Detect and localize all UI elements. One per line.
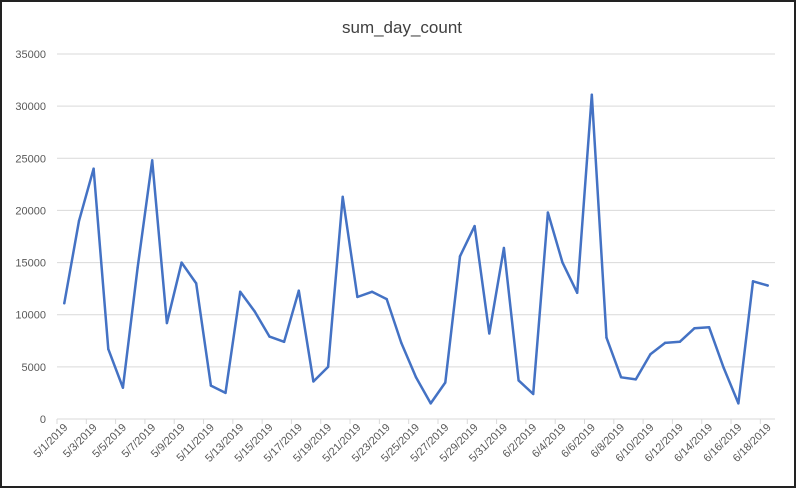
x-axis-tick-labels: 5/1/20195/3/20195/5/20195/7/20195/9/2019… [32, 422, 774, 465]
data-point [356, 295, 359, 299]
data-point [693, 327, 696, 330]
data-point [517, 379, 520, 382]
data-point [107, 347, 110, 351]
data-point [502, 246, 506, 250]
data-point [370, 290, 374, 293]
data-point [151, 159, 154, 162]
data-point [282, 340, 286, 344]
data-point [429, 402, 432, 405]
data-point [209, 384, 213, 387]
data-point [165, 321, 169, 325]
series-line [63, 93, 769, 405]
y-tick-label: 30000 [15, 101, 46, 113]
y-tick-label: 25000 [15, 153, 46, 165]
data-point [326, 365, 330, 369]
data-point [634, 378, 637, 381]
data-point [268, 335, 271, 338]
data-point [766, 284, 769, 287]
gridlines [57, 53, 775, 368]
data-point [575, 291, 579, 295]
data-point [136, 266, 139, 269]
y-tick-label: 0 [40, 414, 46, 426]
data-point [722, 366, 725, 370]
y-tick-label: 15000 [15, 258, 46, 270]
data-point [312, 380, 315, 383]
data-point [590, 93, 594, 96]
data-point [532, 392, 535, 396]
data-point [224, 391, 227, 395]
y-axis-tick-labels: 0 5000 10000 15000 20000 25000 30000 35000 [15, 49, 46, 426]
data-point [751, 280, 755, 283]
data-point [619, 376, 623, 379]
data-point [458, 255, 462, 258]
data-point [678, 340, 681, 344]
data-point [414, 376, 418, 379]
y-tick-label: 10000 [15, 310, 46, 322]
data-point [663, 341, 667, 345]
data-point [649, 353, 652, 356]
data-point [297, 289, 300, 292]
data-point [488, 332, 491, 335]
data-point [121, 386, 125, 389]
data-point [444, 381, 447, 384]
y-tick-label: 35000 [15, 49, 46, 61]
data-point [92, 167, 95, 170]
data-point [561, 261, 564, 264]
y-tick-label: 20000 [15, 205, 46, 217]
data-point [473, 224, 476, 228]
data-point [605, 336, 608, 339]
data-point [63, 302, 66, 305]
data-point [180, 261, 183, 264]
data-point [253, 310, 257, 313]
data-point [737, 402, 740, 405]
data-point [546, 211, 550, 214]
data-point [195, 282, 198, 285]
chart-title: sum_day_count [342, 18, 462, 37]
data-point [238, 290, 242, 293]
data-point [77, 219, 81, 223]
data-point [707, 326, 711, 329]
data-point [341, 195, 344, 199]
x-axis [56, 418, 775, 424]
data-series [63, 93, 769, 405]
data-point [385, 297, 388, 301]
data-point [400, 341, 403, 345]
y-tick-label: 5000 [22, 362, 46, 374]
